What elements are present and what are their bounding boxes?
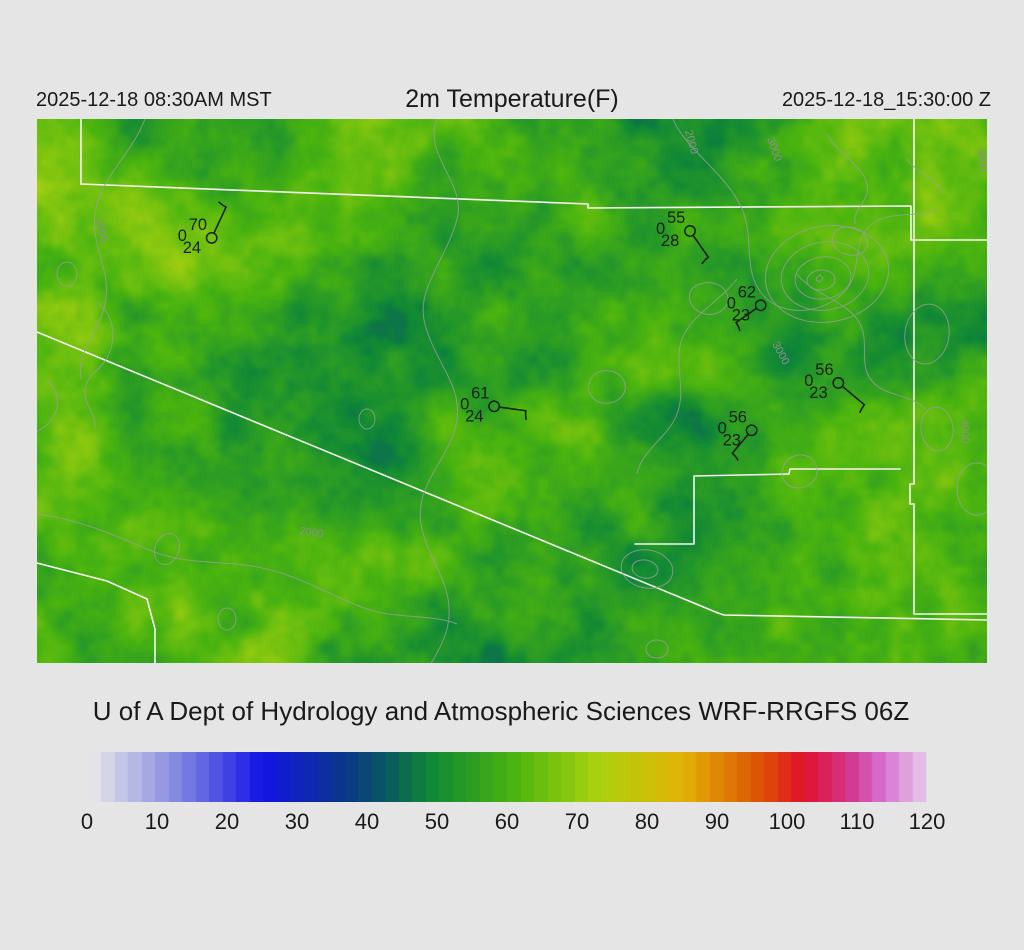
svg-text:24: 24: [183, 239, 201, 257]
svg-text:3000: 3000: [769, 340, 791, 367]
svg-text:24: 24: [465, 407, 483, 425]
svg-text:61: 61: [471, 384, 489, 402]
svg-text:2000: 2000: [682, 129, 700, 156]
svg-text:2000: 2000: [299, 525, 325, 540]
svg-text:4000: 4000: [974, 147, 987, 173]
svg-text:56: 56: [729, 408, 747, 426]
svg-text:23: 23: [809, 384, 827, 402]
svg-text:28: 28: [661, 232, 679, 250]
svg-text:23: 23: [723, 431, 741, 449]
svg-text:23: 23: [732, 306, 750, 324]
svg-text:4000: 4000: [958, 419, 971, 444]
svg-text:62: 62: [738, 283, 756, 301]
svg-text:3000: 3000: [764, 136, 784, 163]
svg-text:56: 56: [815, 361, 833, 379]
svg-text:70: 70: [189, 216, 207, 234]
svg-text:55: 55: [667, 209, 685, 227]
